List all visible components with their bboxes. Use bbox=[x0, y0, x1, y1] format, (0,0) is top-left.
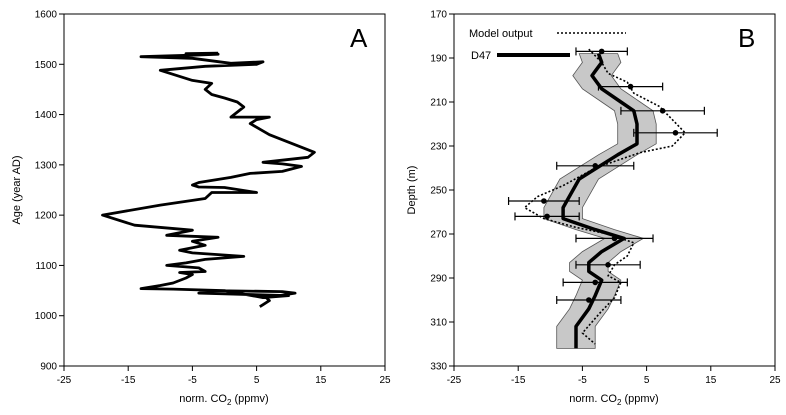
panel-b-x-tick-label: 15 bbox=[705, 375, 717, 386]
panel-a-y-tick-label: 1000 bbox=[35, 311, 58, 322]
panel-b-y-tick-label: 330 bbox=[430, 362, 447, 373]
d47-uncertainty-band bbox=[543, 53, 657, 349]
data-point-with-error-bar bbox=[597, 82, 664, 91]
data-point bbox=[627, 83, 634, 90]
panel-a-y-tick-label: 1600 bbox=[35, 10, 58, 21]
panel-a-y-tick-label: 1200 bbox=[35, 211, 58, 222]
panel-a-y-tick-label: 900 bbox=[40, 362, 57, 373]
panel-a-x-tick-label: 5 bbox=[254, 375, 260, 386]
panel-b-y-tick-label: 250 bbox=[430, 186, 447, 197]
panel-b-y-tick-label: 210 bbox=[430, 98, 447, 109]
data-point-with-error-bar bbox=[620, 106, 705, 115]
panel-a-x-axis-title: norm. CO2 (ppmv) bbox=[179, 393, 268, 407]
panel-b-y-tick-label: 170 bbox=[430, 10, 447, 21]
panel-b-d47-band bbox=[543, 53, 657, 349]
panel-b-x-title-sub: 2 bbox=[617, 398, 622, 407]
panel-a-letter: A bbox=[350, 23, 368, 53]
data-point bbox=[592, 163, 599, 169]
panel-a-y-tick-label: 1500 bbox=[35, 60, 58, 71]
panel-a: -25 -15 -5 5 15 25 900 1000 1100 1200 1300 1400 1500… bbox=[11, 10, 391, 408]
panel-b-y-tick-label: 230 bbox=[430, 142, 447, 153]
panel-b-x-tick-label: 5 bbox=[644, 375, 650, 386]
panel-b-x-tick-label: -25 bbox=[447, 375, 462, 386]
panel-b-x-title-unit: (ppmv) bbox=[621, 393, 658, 405]
panel-b-ticks: -25 -15 -5 5 15 25 170 190 210 230 250 270 290 310 330 bbox=[430, 10, 781, 387]
data-point bbox=[598, 48, 605, 55]
panel-b-x-title-main: norm. CO bbox=[569, 393, 617, 405]
data-point bbox=[592, 279, 599, 286]
panel-a-ticks: -25 -15 -5 5 15 25 900 1000 1100 1200 1300 1400 1500… bbox=[35, 10, 391, 387]
panel-a-data bbox=[101, 51, 316, 308]
data-point-with-error-bar bbox=[633, 128, 718, 137]
panel-a-y-tick-label: 1400 bbox=[35, 110, 58, 121]
panel-a-x-title-sub: 2 bbox=[227, 398, 232, 407]
panel-a-y-axis-title: Age (year AD) bbox=[11, 155, 23, 224]
data-point-with-error-bar bbox=[514, 212, 580, 221]
data-point bbox=[611, 235, 618, 242]
data-point bbox=[586, 297, 592, 303]
data-point bbox=[544, 213, 550, 220]
panel-a-y-tick-label: 1100 bbox=[35, 261, 57, 272]
data-point-with-error-bar bbox=[575, 234, 654, 243]
data-point bbox=[541, 198, 547, 204]
data-point-with-error-bar bbox=[575, 47, 628, 56]
panel-a-x-tick-label: -25 bbox=[57, 375, 72, 386]
panel-a-y-tick-label: 1300 bbox=[35, 160, 58, 171]
panel-a-plot-frame bbox=[63, 13, 386, 367]
data-point bbox=[672, 130, 679, 136]
panel-b-y-axis-title: Depth (m) bbox=[406, 166, 418, 215]
panel-b-y-tick-label: 290 bbox=[430, 274, 447, 285]
data-point bbox=[659, 108, 666, 114]
panel-a-x-tick-label: 25 bbox=[379, 375, 391, 386]
panel-b-x-tick-label: 25 bbox=[769, 375, 781, 386]
panel-b-y-tick-label: 310 bbox=[430, 318, 447, 329]
panel-a-x-tick-label: -15 bbox=[121, 375, 136, 386]
panel-b-y-tick-label: 190 bbox=[430, 54, 447, 65]
panel-a-x-title-main: norm. CO bbox=[179, 393, 227, 405]
data-point-with-error-bar bbox=[556, 161, 635, 170]
data-point-with-error-bar bbox=[507, 197, 580, 205]
series-line-model-output bbox=[523, 48, 686, 345]
panel-b-x-tick-label: -5 bbox=[578, 375, 587, 386]
series-line-co2 bbox=[101, 51, 316, 308]
data-point-with-error-bar bbox=[562, 278, 628, 287]
panel-b-letter: B bbox=[738, 23, 755, 53]
panel-a-x-tick-label: 15 bbox=[315, 375, 327, 386]
legend-label-model-output: Model output bbox=[469, 28, 533, 40]
panel-b: -25 -15 -5 5 15 25 170 190 210 230 250 270 290 310 330… bbox=[406, 10, 781, 408]
panel-b-data bbox=[507, 47, 718, 349]
panel-a-x-title-unit: (ppmv) bbox=[231, 393, 268, 405]
data-point-with-error-bar bbox=[575, 260, 641, 269]
panel-b-y-tick-label: 270 bbox=[430, 230, 447, 241]
panel-b-x-tick-label: -15 bbox=[511, 375, 526, 386]
panel-b-x-axis-title: norm. CO2 (ppmv) bbox=[569, 393, 658, 407]
panel-a-x-tick-label: -5 bbox=[188, 375, 197, 386]
panel-b-legend: Model output D47 bbox=[469, 28, 626, 62]
data-point bbox=[605, 262, 611, 268]
legend-label-d47: D47 bbox=[471, 50, 491, 62]
data-point-with-error-bar bbox=[556, 296, 622, 304]
